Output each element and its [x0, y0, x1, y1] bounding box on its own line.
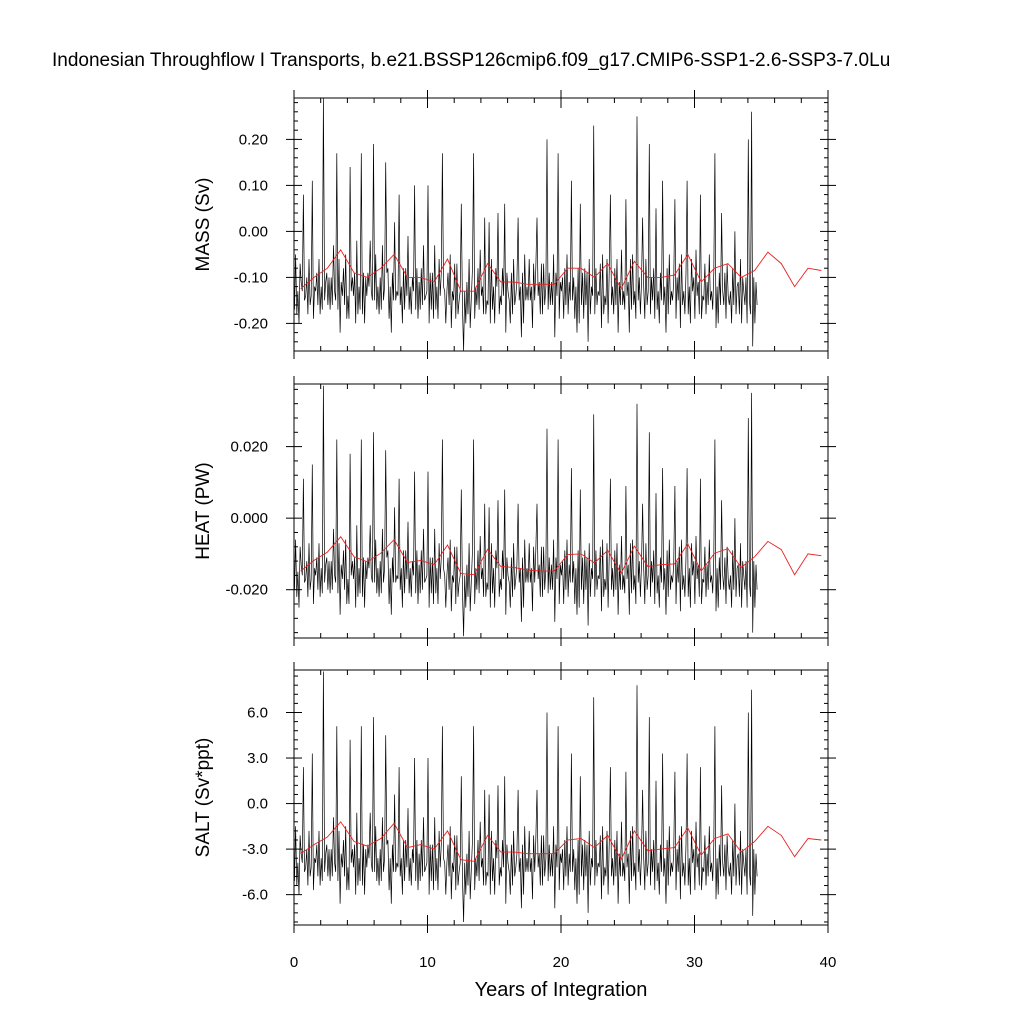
y-tick-label: 6.0 — [247, 705, 268, 722]
y-tick-label: -6.0 — [242, 887, 268, 904]
x-tick-label: 20 — [553, 954, 570, 971]
y-tick-label: 3.0 — [247, 750, 268, 767]
series-monthly-line — [294, 671, 758, 923]
y-tick-label: 0.0 — [247, 796, 268, 813]
x-tick-label: 0 — [290, 954, 298, 971]
series-annual-mean-line — [300, 248, 822, 292]
panel-3: -6.0 -3.0 0.0 3.0 6.0 SALT (Sv*ppt) — [193, 662, 836, 933]
series-annual-mean-line — [300, 821, 822, 862]
series-monthly-line — [294, 98, 758, 351]
x-axis-label: Years of Integration — [475, 979, 648, 1001]
y-tick-label: 0.20 — [239, 131, 268, 148]
y-tick-label: 0.10 — [239, 177, 268, 194]
y-tick-label: 0.000 — [230, 510, 268, 527]
y-tick-label: 0.00 — [239, 223, 268, 240]
panel-1: -0.20 -0.10 0.00 0.10 0.20 MASS (Sv) — [193, 90, 836, 359]
y-tick-label: -3.0 — [242, 841, 268, 858]
y-tick-label: 0.020 — [230, 439, 268, 456]
y-tick-label: -0.020 — [225, 582, 268, 599]
y-axis-label: HEAT (PW) — [193, 462, 214, 559]
y-tick-label: -0.20 — [234, 315, 268, 332]
chart-title: Indonesian Throughflow I Transports, b.e… — [52, 50, 890, 71]
x-tick-label: 30 — [686, 954, 703, 971]
series-monthly-line — [294, 385, 758, 637]
x-tick-label: 10 — [419, 954, 436, 971]
y-axis-label: MASS (Sv) — [193, 178, 214, 272]
series-annual-mean-line — [300, 536, 822, 576]
x-tick-label: 40 — [820, 954, 837, 971]
panel-2: -0.020 0.000 0.020 HEAT (PW) — [193, 376, 836, 646]
y-tick-label: -0.10 — [234, 269, 268, 286]
y-axis-label: SALT (Sv*ppt) — [193, 738, 214, 858]
